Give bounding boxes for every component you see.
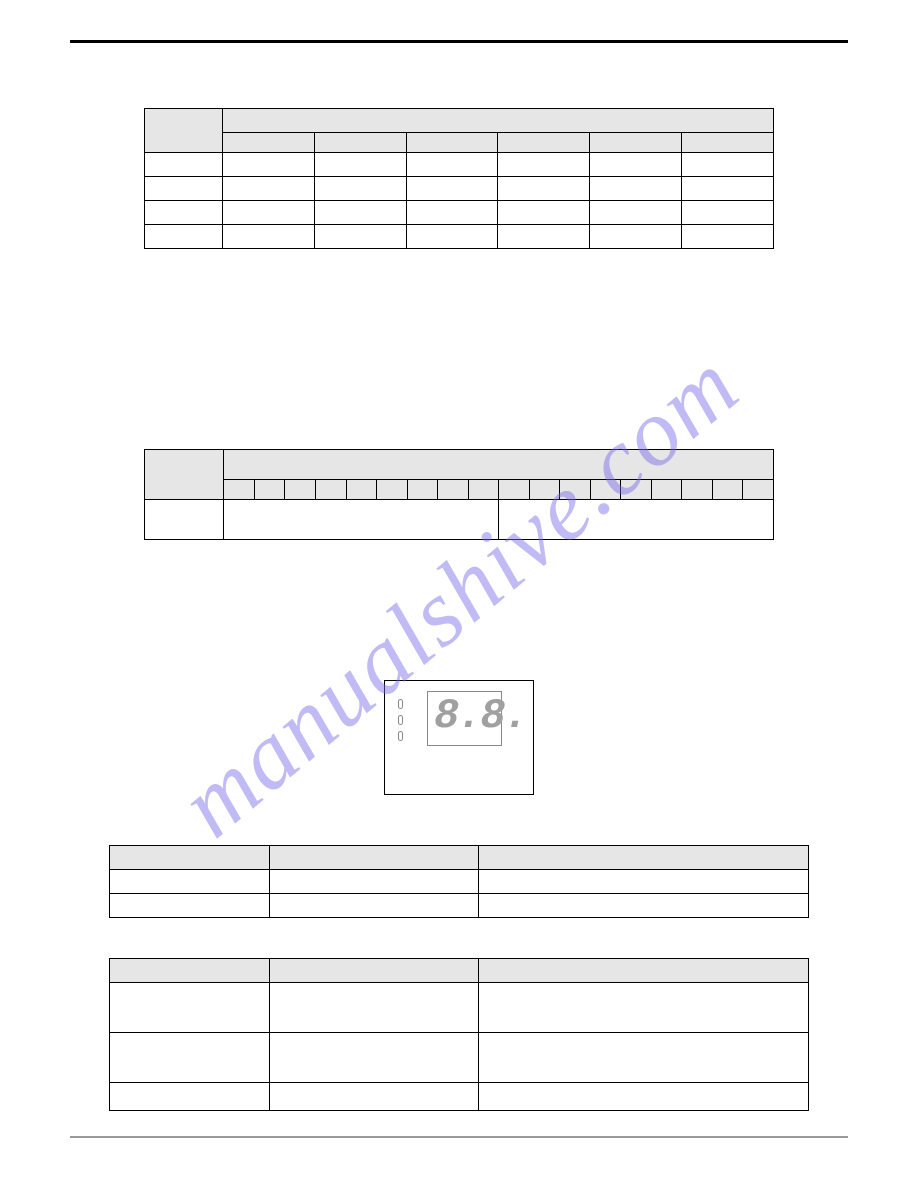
t1-sub-1 [222, 133, 314, 153]
t1-header-span [222, 109, 773, 133]
t4-h1 [110, 959, 270, 983]
table-3 [109, 845, 809, 918]
t1-header-left [145, 109, 223, 153]
t3-h3 [479, 846, 809, 870]
t1-sub-2 [314, 133, 406, 153]
table-row [145, 177, 774, 201]
t3-h2 [269, 846, 479, 870]
table-row [110, 983, 809, 1033]
table-row [145, 201, 774, 225]
led-2 [398, 715, 403, 725]
table-row [145, 500, 774, 540]
table-row [110, 1083, 809, 1111]
table-row [110, 894, 809, 918]
display-panel: 8.8. [384, 680, 534, 795]
t2-small-row [145, 480, 774, 500]
table-2 [144, 449, 774, 540]
t3-h1 [110, 846, 270, 870]
t1-sub-3 [406, 133, 498, 153]
table-1 [144, 108, 774, 249]
table-row [110, 870, 809, 894]
table-row [110, 1033, 809, 1083]
page: 8.8. manualshive.com [0, 0, 918, 1188]
table-row [145, 225, 774, 249]
table-4 [109, 958, 809, 1111]
bottom-rule [70, 1136, 848, 1138]
t1-sub-6 [682, 133, 774, 153]
led-3 [398, 731, 403, 741]
led-stack [398, 699, 403, 741]
table-row [145, 153, 774, 177]
led-1 [398, 699, 403, 709]
t4-h2 [269, 959, 479, 983]
top-rule [70, 40, 848, 43]
t1-sub-5 [590, 133, 682, 153]
t2-header-span [224, 450, 774, 480]
seven-segment-screen: 8.8. [427, 691, 502, 746]
seven-segment-digits: 8.8. [434, 692, 527, 740]
t4-h3 [479, 959, 809, 983]
t1-sub-4 [498, 133, 590, 153]
t2-header-left [145, 450, 224, 500]
